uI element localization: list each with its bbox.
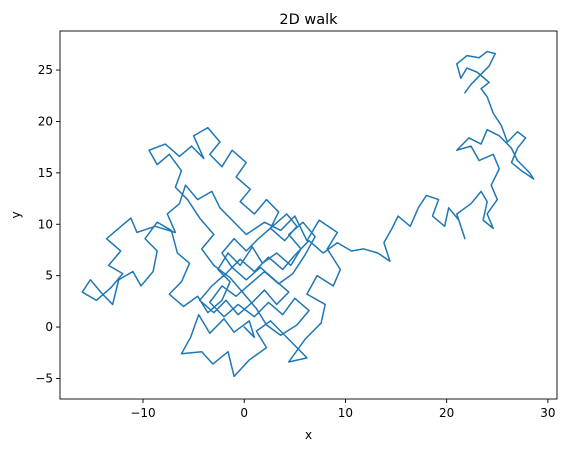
plot-area-frame [59,30,558,400]
x-tick-label: 10 [338,406,353,420]
y-tick-label: 20 [38,114,53,128]
walk-line-series-0 [81,50,535,378]
x-tick-label: 0 [240,406,248,420]
x-axis-label: x [305,428,312,442]
chart-title: 2D walk [279,12,338,28]
y-axis-ticks: −5 0 5 10 15 20 25 [35,63,60,385]
x-tick-label: 30 [540,406,555,420]
y-tick-label: 0 [45,320,53,334]
series-layer [81,50,535,378]
y-axis-label: y [9,211,23,218]
y-tick-label: −5 [35,371,53,385]
x-axis-ticks: −10 0 10 20 30 [130,399,556,420]
y-tick-label: 15 [38,166,53,180]
x-tick-label: 20 [439,406,454,420]
y-tick-label: 10 [38,217,53,231]
x-tick-label: −10 [130,406,155,420]
y-tick-label: 25 [38,63,53,77]
y-tick-label: 5 [45,269,53,283]
